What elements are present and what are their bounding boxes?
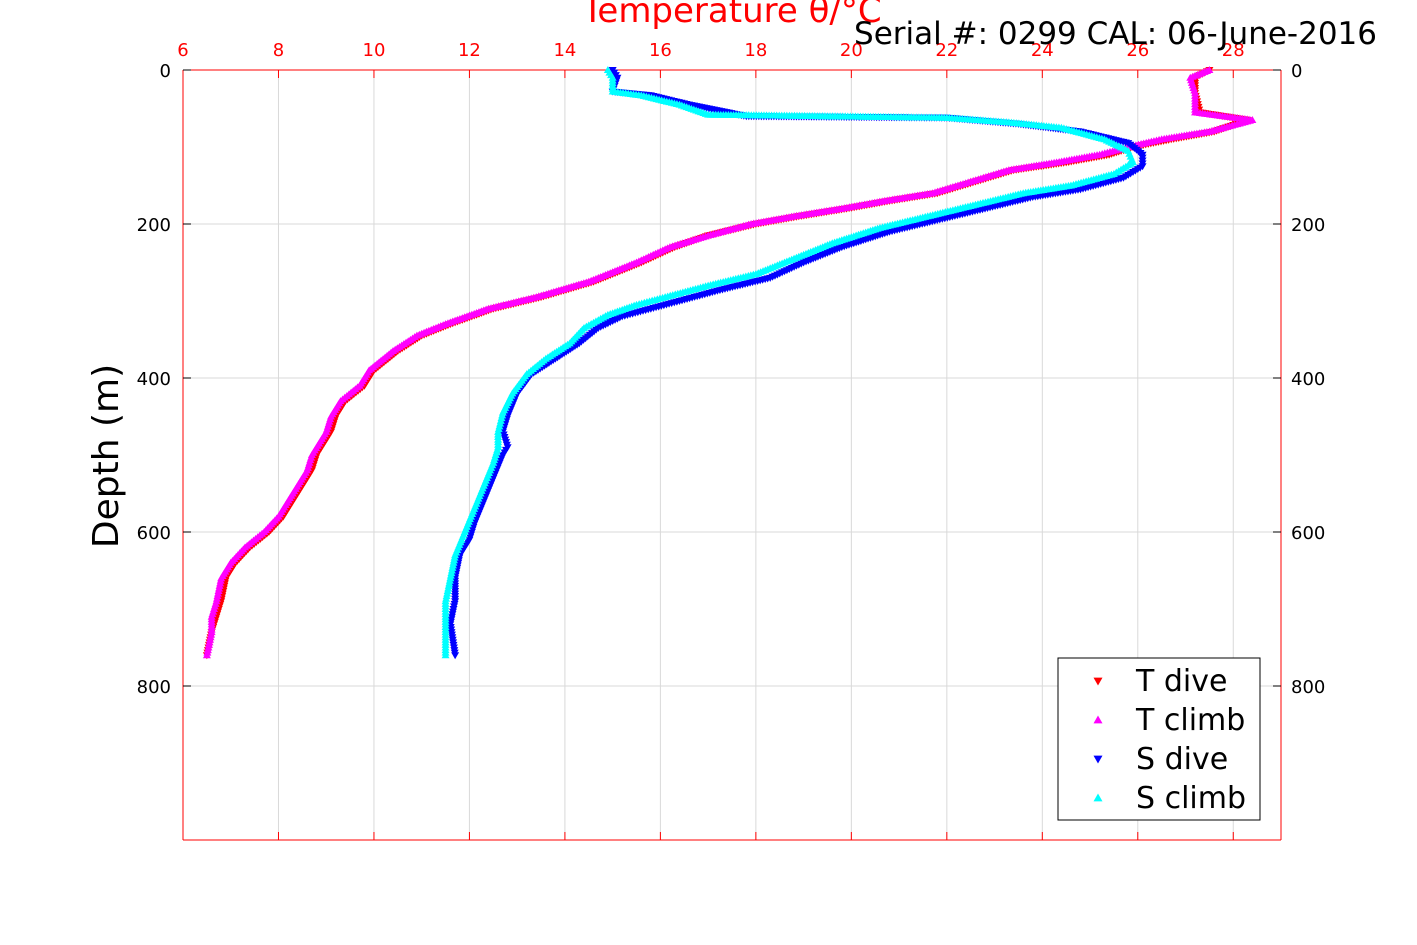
x-tick-label: 12 (458, 40, 481, 61)
legend-label: S dive (1136, 742, 1228, 777)
y-tick-label-right: 400 (1291, 369, 1325, 390)
y-tick-label-right: 0 (1291, 61, 1302, 82)
legend-item: S climb (1093, 781, 1246, 816)
y-tick-label-left: 800 (137, 677, 171, 698)
series-s-dive (446, 67, 1147, 660)
series-s-climb (441, 66, 1138, 659)
y-axis-label: Depth (m) (86, 364, 127, 548)
y-tick-label-right: 600 (1291, 523, 1325, 544)
legend-items: T dive T climb S dive S climb (1093, 664, 1246, 816)
legend-item: T dive (1093, 664, 1227, 699)
x-tick-label: 24 (1031, 40, 1054, 61)
x-tick-label: 20 (840, 40, 863, 61)
legend-label: T dive (1135, 664, 1227, 699)
y-tick-label-left: 200 (137, 215, 171, 236)
y-tick-label-left: 0 (160, 61, 171, 82)
y-tick-label-left: 600 (137, 523, 171, 544)
x-tick-label: 8 (273, 40, 284, 61)
legend-marker (1093, 755, 1103, 764)
legend-item: T climb (1093, 703, 1245, 738)
x-tick-label: 14 (553, 40, 576, 61)
chart-title: Temperature θ/°C (581, 0, 881, 31)
serial-annotation: Serial #: 0299 CAL: 06-June-2016 (854, 16, 1377, 52)
legend-marker (1093, 677, 1103, 686)
data-point (451, 652, 460, 660)
legend-item: S dive (1093, 742, 1228, 777)
legend-label: S climb (1136, 781, 1246, 816)
data-point (202, 651, 211, 659)
x-tick-label: 28 (1222, 40, 1245, 61)
legend-marker (1093, 715, 1103, 724)
x-tick-label: 10 (363, 40, 386, 61)
y-tick-label-right: 200 (1291, 215, 1325, 236)
legend-label: T climb (1135, 703, 1245, 738)
series-t-climb (202, 66, 1257, 659)
legend-box (1057, 657, 1261, 821)
axes: 6 8 10 12 14 16 18 20 22 24 26 28 0 0 200 200 400 400 600 6… (137, 40, 1325, 841)
x-tick-label: 22 (935, 40, 958, 61)
data-series (202, 66, 1257, 660)
legend: T dive T climb S dive S climb (1057, 657, 1261, 821)
y-tick-label-left: 400 (137, 369, 171, 390)
x-tick-label: 26 (1126, 40, 1149, 61)
x-tick-label: 16 (649, 40, 672, 61)
data-point (441, 651, 450, 659)
legend-marker (1093, 793, 1103, 802)
y-tick-label-right: 800 (1291, 677, 1325, 698)
x-tick-label: 18 (744, 40, 767, 61)
x-tick-label: 6 (177, 40, 188, 61)
